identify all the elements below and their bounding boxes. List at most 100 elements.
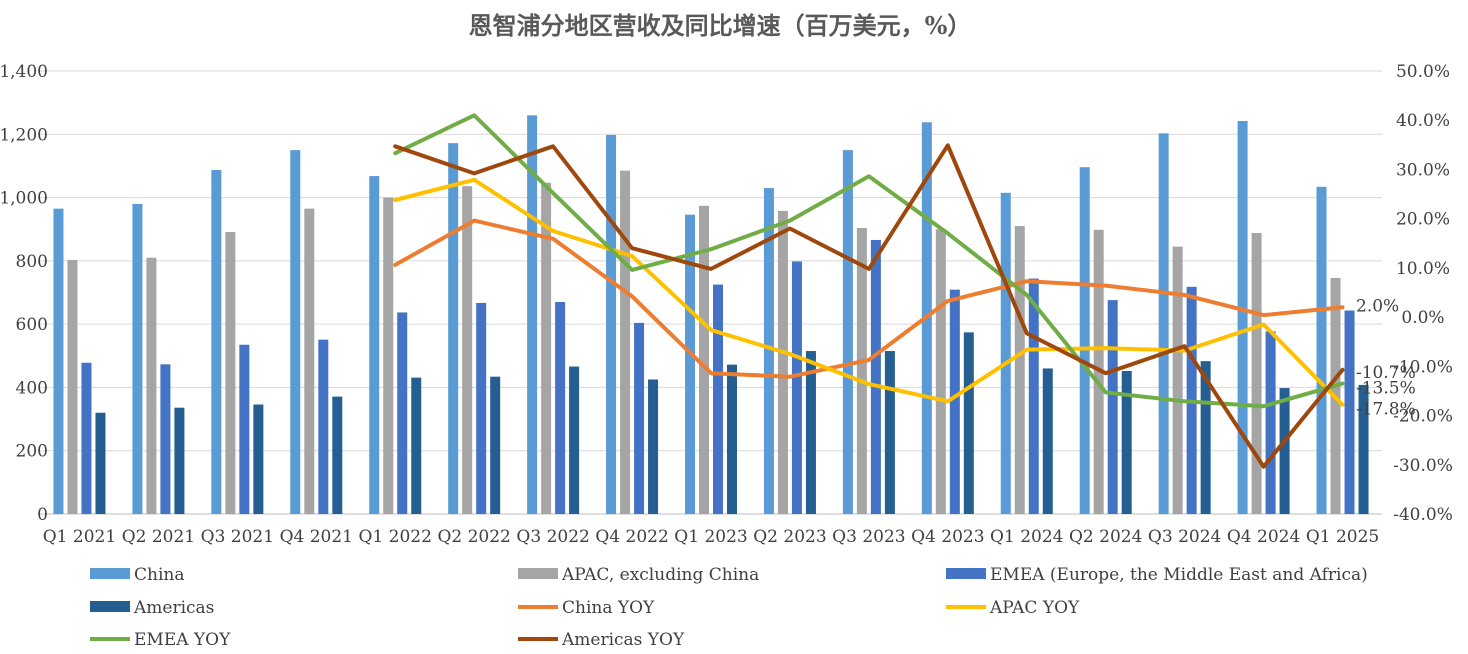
bar-emea-europe-the-middle-east-and-africa [1266,331,1276,514]
bar-americas [964,332,974,514]
x-tick-label: Q3 2024 [1148,527,1221,547]
bar-apac-excluding-china [383,198,393,514]
y-left-tick-label: 200 [16,442,48,462]
bar-emea-europe-the-middle-east-and-africa [1108,300,1118,514]
y-left-tick-label: 600 [16,315,48,335]
bar-apac-excluding-china [857,228,867,514]
x-tick-label: Q3 2023 [832,527,905,547]
y-axis-right: -40.0% -30.0% -20.0% -10.0% 0.0% 10.0% 20.0% 30… [1393,62,1453,525]
bar-china [843,150,853,514]
x-tick-label: Q2 2022 [437,527,510,547]
chart-title: 恩智浦分地区营收及同比增速（百万美元，%） [469,11,972,40]
y-right-tick-label: 50.0% [1396,62,1450,82]
bar-americas [332,397,342,514]
legend-label: EMEA (Europe, the Middle East and Africa… [990,565,1368,585]
y-left-tick-label: 1,200 [0,125,48,145]
x-tick-label: Q1 2025 [1306,527,1379,547]
x-tick-label: Q1 2023 [674,527,747,547]
x-tick-label: Q3 2021 [201,527,274,547]
bar-americas [806,351,816,514]
y-left-tick-label: 1,400 [0,62,48,82]
data-label: -17.8% [1356,400,1416,420]
bar-apac-excluding-china [620,171,630,514]
bar-apac-excluding-china [541,183,551,514]
x-tick-label: Q4 2023 [911,527,984,547]
bar-americas [727,365,737,514]
bar-emea-europe-the-middle-east-and-africa [555,302,565,514]
bar-china [290,150,300,514]
data-label: -13.5% [1356,379,1416,399]
bar-emea-europe-the-middle-east-and-africa [1345,311,1355,514]
bar-china [211,170,221,514]
bar-emea-europe-the-middle-east-and-africa [634,323,644,514]
legend-label: APAC YOY [989,598,1080,618]
bar-emea-europe-the-middle-east-and-africa [318,340,328,514]
bar-apac-excluding-china [146,258,156,514]
bar-emea-europe-the-middle-east-and-africa [1029,279,1039,514]
bar-americas [1043,368,1053,514]
bar-apac-excluding-china [936,229,946,514]
x-tick-label: Q4 2024 [1227,527,1300,547]
bar-china [132,204,142,514]
line-americas-yoy [395,145,1342,466]
bar-china [1159,133,1169,514]
y-right-tick-label: 40.0% [1396,111,1450,131]
bar-apac-excluding-china [1173,247,1183,514]
bar-china [685,215,695,514]
x-tick-label: Q3 2022 [516,527,589,547]
x-tick-label: Q2 2024 [1069,527,1142,547]
bar-americas [569,367,579,514]
y-left-tick-label: 1,000 [0,189,48,209]
legend-label: Americas YOY [561,630,685,650]
y-right-tick-label: 0.0% [1401,308,1444,328]
bar-emea-europe-the-middle-east-and-africa [476,303,486,514]
bar-americas [95,413,105,514]
bar-americas [885,351,895,514]
legend-swatch [946,568,986,579]
legend-label: China YOY [562,598,655,618]
x-tick-label: Q2 2023 [753,527,826,547]
bar-china [606,135,616,514]
bar-china [53,209,63,514]
bar-china [1317,187,1327,514]
y-right-tick-label: 20.0% [1396,210,1450,230]
x-axis: Q1 2021 Q2 2021 Q3 2021 Q4 2021 Q1 2022 Q2 20… [43,527,1379,547]
bar-apac-excluding-china [1015,226,1025,514]
legend-label: Americas [133,598,214,618]
y-axis-left: 0 200 400 600 800 1,000 1,200 1,400 [0,62,48,525]
bar-apac-excluding-china [1252,233,1262,514]
bar-americas [411,378,421,514]
x-tick-label: Q1 2024 [990,527,1063,547]
legend-label: EMEA YOY [134,630,231,650]
x-tick-label: Q1 2021 [43,527,116,547]
legend-swatch [90,568,130,579]
line-group [395,115,1342,466]
bar-apac-excluding-china [225,232,235,514]
bar-apac-excluding-china [778,211,788,514]
bar-emea-europe-the-middle-east-and-africa [713,285,723,514]
y-right-tick-label: 10.0% [1396,259,1450,279]
bar-emea-europe-the-middle-east-and-africa [792,261,802,514]
bar-apac-excluding-china [304,209,314,514]
bar-emea-europe-the-middle-east-and-africa [397,312,407,514]
bar-americas [1280,388,1290,514]
bar-china [1001,193,1011,514]
legend-swatch [90,601,130,612]
bar-apac-excluding-china [67,260,77,514]
legend: China APAC, excluding China EMEA (Europe, … [90,565,1368,650]
chart: 恩智浦分地区营收及同比增速（百万美元，%） 02004006008001,000… [0,0,1468,654]
bar-americas [490,377,500,514]
legend-swatch [518,568,558,579]
y-right-tick-label: -30.0% [1393,456,1453,476]
bar-emea-europe-the-middle-east-and-africa [81,363,91,514]
y-left-tick-label: 800 [16,252,48,272]
data-label: 2.0% [1356,296,1399,316]
x-tick-label: Q2 2021 [122,527,195,547]
bar-emea-europe-the-middle-east-and-africa [239,345,249,514]
y-left-tick-label: 400 [16,378,48,398]
bar-americas [174,408,184,514]
bar-americas [253,405,263,514]
legend-label: APAC, excluding China [561,565,759,585]
x-tick-label: Q1 2022 [359,527,432,547]
y-right-tick-label: -40.0% [1393,505,1453,525]
